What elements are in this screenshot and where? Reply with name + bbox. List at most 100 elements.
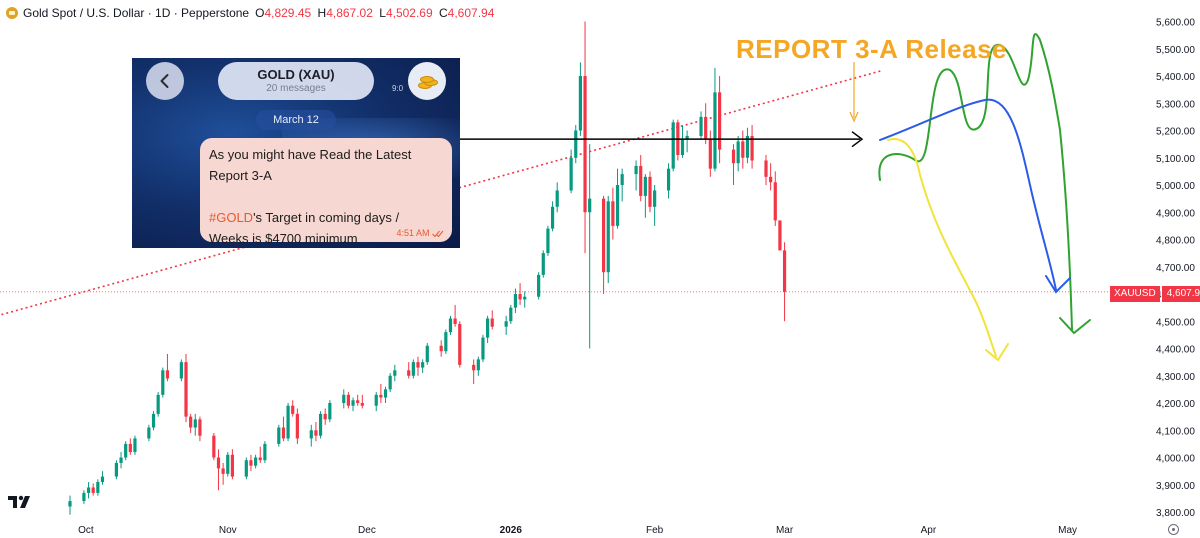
close-label: C bbox=[439, 6, 448, 20]
symbol-title[interactable]: Gold Spot / U.S. Dollar · 1D · Peppersto… bbox=[23, 6, 250, 20]
candle-body bbox=[699, 116, 703, 136]
candle-body bbox=[773, 182, 777, 221]
candle bbox=[295, 408, 299, 444]
candle-body bbox=[179, 362, 183, 379]
settings-icon[interactable] bbox=[1168, 524, 1179, 535]
candle-body bbox=[541, 253, 545, 275]
candle bbox=[226, 452, 230, 477]
candle bbox=[314, 422, 318, 442]
candle bbox=[583, 21, 587, 254]
back-button[interactable] bbox=[146, 62, 184, 100]
chevron-left-icon bbox=[160, 74, 169, 88]
candle-body bbox=[490, 318, 494, 327]
x-tick-label: May bbox=[1058, 525, 1077, 536]
candle-body bbox=[165, 370, 170, 379]
candle bbox=[444, 329, 448, 354]
candle-body bbox=[583, 76, 587, 213]
candle-body bbox=[439, 345, 443, 352]
chat-title-pill[interactable]: GOLD (XAU) 20 messages bbox=[218, 62, 374, 100]
candle bbox=[425, 343, 429, 365]
candle bbox=[254, 454, 258, 469]
candle-body bbox=[295, 413, 299, 439]
candle-body bbox=[407, 370, 411, 376]
candle-body bbox=[680, 138, 685, 156]
candle bbox=[671, 119, 675, 172]
candle-body bbox=[226, 454, 230, 474]
candle bbox=[736, 135, 740, 172]
message-text: As you might have Read the Latest Report… bbox=[209, 144, 445, 248]
candle-body bbox=[653, 190, 657, 207]
candle bbox=[481, 334, 485, 363]
candle bbox=[453, 304, 457, 327]
candle bbox=[82, 490, 86, 504]
x-tick-label: Nov bbox=[219, 525, 237, 536]
candle bbox=[778, 220, 782, 251]
chat-screenshot: GOLD (XAU) 20 messages 9:0 March 12 As y… bbox=[132, 58, 460, 248]
message-line-3: #GOLD's Target in coming days / bbox=[209, 207, 445, 228]
candle-body bbox=[323, 413, 327, 420]
candle-body bbox=[411, 362, 415, 376]
candle-body bbox=[291, 405, 295, 414]
y-tick-label: 4,000.00 bbox=[1156, 454, 1195, 465]
candle-body bbox=[708, 138, 712, 169]
y-tick-label: 4,900.00 bbox=[1156, 208, 1195, 219]
candle-body bbox=[671, 122, 675, 169]
candle-body bbox=[189, 416, 193, 428]
y-tick-label: 3,900.00 bbox=[1156, 481, 1195, 492]
candle bbox=[458, 321, 462, 368]
candle-body bbox=[216, 457, 221, 469]
candle-body bbox=[379, 394, 383, 398]
candle bbox=[523, 291, 527, 308]
candle bbox=[513, 288, 518, 314]
candle-body bbox=[741, 141, 745, 158]
candle-body bbox=[244, 460, 248, 477]
candle bbox=[374, 392, 378, 412]
current-price-tag: XAUUSD 4,607.94 bbox=[1110, 286, 1200, 302]
y-tick-label: 4,500.00 bbox=[1156, 317, 1195, 328]
candle-body bbox=[764, 160, 768, 177]
candle bbox=[541, 250, 545, 278]
candle bbox=[421, 359, 425, 374]
candle bbox=[666, 163, 671, 199]
chat-title: GOLD (XAU) bbox=[257, 67, 335, 82]
candle-body bbox=[147, 427, 151, 439]
x-tick-label: Mar bbox=[776, 525, 794, 536]
candle bbox=[184, 353, 188, 423]
candle-body bbox=[193, 419, 197, 428]
arrow-head bbox=[851, 131, 864, 148]
candle bbox=[356, 394, 360, 406]
gold-hashtag[interactable]: #GOLD bbox=[209, 210, 254, 225]
candle bbox=[773, 171, 777, 226]
y-tick-label: 5,200.00 bbox=[1156, 127, 1195, 138]
candle bbox=[745, 127, 750, 164]
candle bbox=[216, 449, 221, 491]
candle bbox=[411, 359, 415, 379]
high-label: H bbox=[317, 6, 327, 20]
candle-body bbox=[458, 323, 462, 365]
candle bbox=[393, 364, 397, 382]
candle bbox=[643, 174, 647, 218]
candle-body bbox=[212, 435, 216, 458]
candle bbox=[193, 413, 197, 436]
candle-body bbox=[718, 92, 722, 150]
candle bbox=[407, 362, 411, 379]
candle bbox=[328, 400, 332, 423]
candle bbox=[606, 195, 610, 284]
y-tick-label: 4,300.00 bbox=[1156, 372, 1195, 383]
candle-body bbox=[555, 190, 559, 207]
candle bbox=[518, 283, 522, 305]
candle bbox=[221, 462, 225, 485]
candle bbox=[578, 62, 582, 136]
candle-body bbox=[615, 185, 620, 226]
candle bbox=[147, 424, 151, 442]
chat-avatar[interactable] bbox=[408, 62, 446, 100]
candle bbox=[189, 413, 193, 433]
candle bbox=[128, 438, 132, 455]
message-bubble: As you might have Read the Latest Report… bbox=[200, 138, 452, 246]
tradingview-logo[interactable] bbox=[8, 494, 36, 510]
candle-body bbox=[356, 400, 360, 403]
candle-body bbox=[374, 394, 378, 406]
candle-body bbox=[114, 462, 118, 477]
